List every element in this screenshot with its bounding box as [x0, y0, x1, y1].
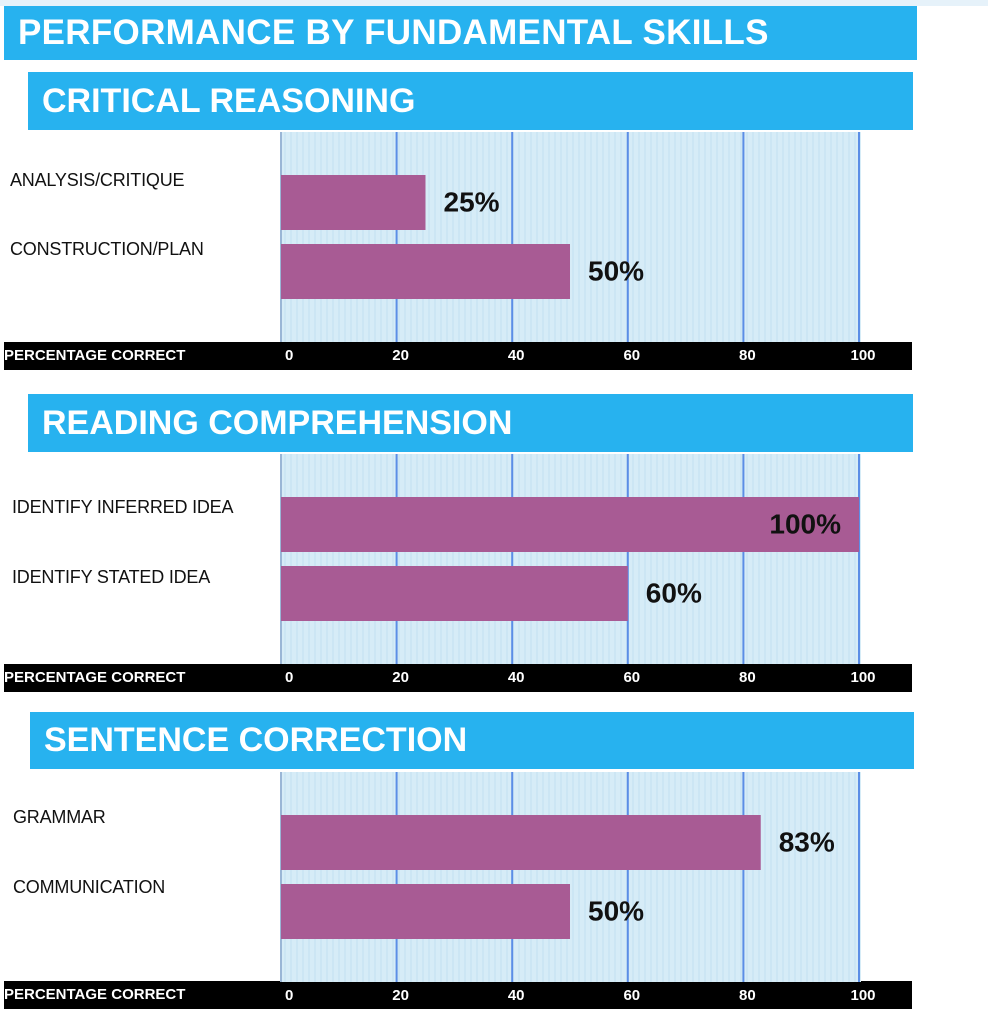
x-tick-label: 100: [850, 347, 875, 364]
x-tick-label: 100: [850, 987, 875, 1004]
bar: [281, 566, 628, 621]
x-tick-label: 80: [739, 669, 756, 686]
category-label: CONSTRUCTION/PLAN: [10, 239, 204, 259]
x-tick-label: 0: [285, 987, 293, 1004]
chart-title: SENTENCE CORRECTION: [30, 712, 914, 769]
x-tick-label: 40: [508, 669, 525, 686]
x-tick-label: 0: [285, 347, 293, 364]
data-label: 25%: [444, 186, 500, 217]
x-tick-label: 80: [739, 987, 756, 1004]
x-tick-label: 60: [623, 987, 640, 1004]
chart-plot: 83% 50% 0 20 40 60 80 100: [280, 772, 876, 1004]
plot-background: [281, 772, 861, 982]
bar: [281, 497, 859, 552]
bar: [281, 884, 570, 939]
chart-plot: 25% 50% 0 20 40 60 80 100: [280, 132, 876, 364]
plot-background: [281, 132, 861, 342]
x-tick-label: 0: [285, 669, 293, 686]
data-label: 100%: [769, 508, 841, 539]
data-label: 83%: [779, 826, 835, 857]
chart-critical-reasoning: CRITICAL REASONING 25% 50% 0 20 40 60 80 100 AN…: [0, 72, 988, 372]
data-label: 50%: [588, 255, 644, 286]
x-tick-label: 40: [508, 347, 525, 364]
x-axis-band: [4, 342, 912, 370]
x-tick-label: 60: [623, 347, 640, 364]
top-strip: [0, 0, 988, 6]
page-title: PERFORMANCE BY FUNDAMENTAL SKILLS: [4, 6, 917, 60]
bar: [281, 815, 761, 870]
plot-background: [281, 454, 861, 664]
x-axis-title: PERCENTAGE CORRECT: [4, 347, 186, 364]
chart-reading-comprehension: READING COMPREHENSION 100% 60% 0 20 40 60 80 10…: [0, 394, 988, 694]
x-axis-title: PERCENTAGE CORRECT: [4, 669, 186, 686]
category-label: ANALYSIS/CRITIQUE: [10, 170, 185, 190]
data-label: 50%: [588, 895, 644, 926]
x-tick-label: 20: [392, 347, 409, 364]
x-tick-label: 80: [739, 347, 756, 364]
x-tick-label: 60: [623, 669, 640, 686]
bar: [281, 175, 426, 230]
chart-plot: 100% 60% 0 20 40 60 80 100: [280, 454, 876, 686]
data-label: 60%: [646, 577, 702, 608]
x-tick-label: 20: [392, 987, 409, 1004]
chart-title: CRITICAL REASONING: [28, 72, 913, 130]
bar: [281, 244, 570, 299]
category-label: GRAMMAR: [13, 807, 106, 827]
x-axis-title: PERCENTAGE CORRECT: [4, 986, 186, 1003]
category-label: IDENTIFY INFERRED IDEA: [12, 497, 234, 517]
x-tick-label: 100: [850, 669, 875, 686]
x-tick-label: 40: [508, 987, 525, 1004]
x-axis-band: [4, 981, 912, 1009]
x-axis-band: [4, 664, 912, 692]
category-label: COMMUNICATION: [13, 877, 166, 897]
category-label: IDENTIFY STATED IDEA: [12, 567, 211, 587]
x-tick-label: 20: [392, 669, 409, 686]
chart-title: READING COMPREHENSION: [28, 394, 913, 452]
chart-sentence-correction: SENTENCE CORRECTION 83% 50% 0 20 40 60 80 100 G…: [0, 712, 988, 1012]
